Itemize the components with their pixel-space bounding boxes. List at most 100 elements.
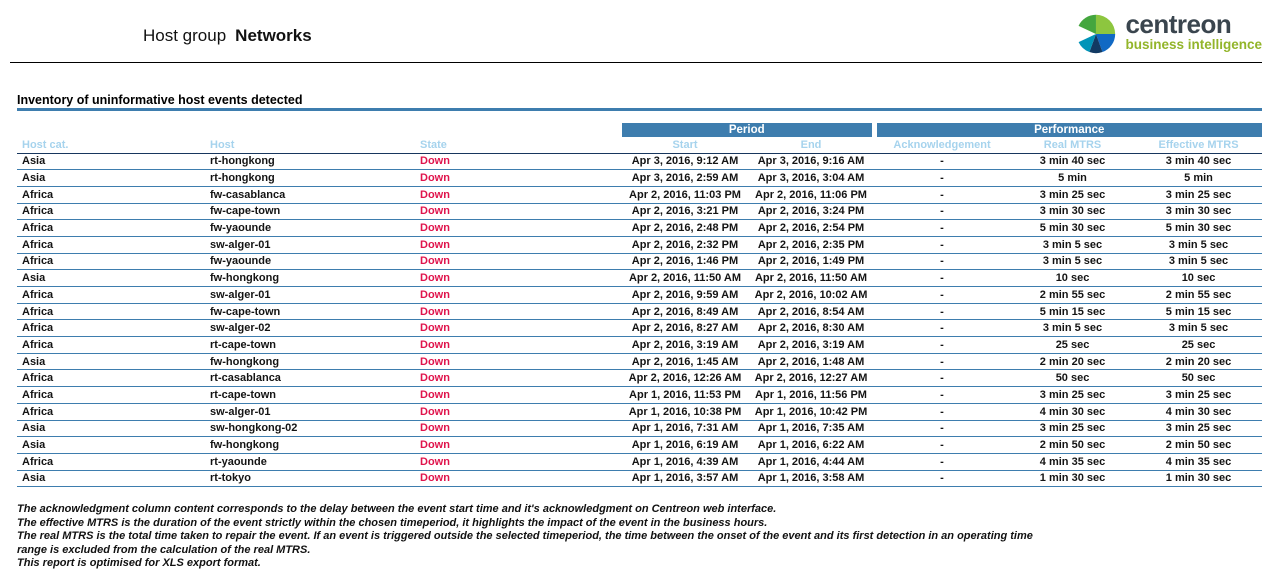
cell-acknowledgement: -	[874, 436, 1011, 454]
cell-acknowledgement: -	[874, 219, 1011, 237]
cell-end: Apr 2, 2016, 11:06 PM	[748, 186, 875, 204]
cell-acknowledgement: -	[874, 470, 1011, 488]
cell-start: Apr 2, 2016, 2:48 PM	[622, 219, 748, 237]
cell-real-mtrs: 1 min 30 sec	[1010, 470, 1136, 488]
cell-effective-mtrs: 3 min 25 sec	[1135, 386, 1263, 404]
cell-state: Down	[415, 169, 622, 187]
cell-effective-mtrs: 5 min 15 sec	[1135, 303, 1263, 321]
cell-host: fw-casablanca	[205, 186, 415, 204]
table-row: Africa fw-casablanca Down Apr 2, 2016, 11:0…	[17, 186, 1263, 204]
cell-end: Apr 2, 2016, 10:02 AM	[748, 286, 875, 304]
cell-real-mtrs: 2 min 20 sec	[1010, 353, 1136, 371]
cell-effective-mtrs: 2 min 20 sec	[1135, 353, 1263, 371]
table-row: Africa fw-cape-town Down Apr 2, 2016, 3:21 …	[17, 203, 1263, 221]
cell-acknowledgement: -	[874, 203, 1011, 221]
cell-acknowledgement: -	[874, 336, 1011, 354]
cell-start: Apr 1, 2016, 11:53 PM	[622, 386, 748, 404]
cell-acknowledgement: -	[874, 369, 1011, 388]
cell-start: Apr 1, 2016, 3:57 AM	[622, 470, 748, 488]
cell-host: rt-yaounde	[205, 453, 415, 471]
cell-state: Down	[415, 436, 622, 454]
cell-real-mtrs: 5 min	[1010, 169, 1136, 187]
cell-end: Apr 3, 2016, 3:04 AM	[748, 169, 875, 187]
table-row: Asia rt-hongkong Down Apr 3, 2016, 2:59 AM A…	[17, 169, 1263, 187]
logo-tagline: business intelligence	[1125, 37, 1262, 52]
footnote-line: The acknowledgment column content corres…	[17, 503, 777, 515]
cell-state: Down	[415, 153, 622, 171]
cell-acknowledgement: -	[874, 169, 1011, 187]
cell-effective-mtrs: 4 min 35 sec	[1135, 453, 1263, 471]
cell-start: Apr 2, 2016, 3:19 AM	[622, 336, 748, 354]
cell-host-cat: Africa	[17, 369, 205, 388]
column-header-acknowledgement: Acknowledgement	[874, 137, 1011, 154]
column-header-state: State	[415, 137, 622, 154]
cell-state: Down	[415, 403, 622, 421]
cell-acknowledgement: -	[874, 319, 1011, 338]
cell-host: fw-yaounde	[205, 253, 415, 271]
cell-real-mtrs: 3 min 5 sec	[1010, 319, 1136, 338]
cell-host-cat: Africa	[17, 386, 205, 404]
cell-host-cat: Asia	[17, 269, 205, 287]
cell-state: Down	[415, 203, 622, 221]
column-header-host: Host	[205, 137, 415, 154]
cell-end: Apr 2, 2016, 8:30 AM	[748, 319, 875, 338]
cell-start: Apr 1, 2016, 6:19 AM	[622, 436, 748, 454]
cell-end: Apr 1, 2016, 6:22 AM	[748, 436, 875, 454]
group-header-period: Period	[622, 123, 875, 137]
cell-real-mtrs: 3 min 5 sec	[1010, 253, 1136, 271]
cell-state: Down	[415, 336, 622, 354]
header-divider	[10, 62, 1262, 63]
cell-real-mtrs: 3 min 25 sec	[1010, 420, 1136, 438]
cell-host-cat: Asia	[17, 169, 205, 187]
cell-host: sw-alger-01	[205, 286, 415, 304]
table-row: Africa rt-cape-town Down Apr 1, 2016, 11:53…	[17, 386, 1263, 404]
table-row: Africa fw-yaounde Down Apr 2, 2016, 2:48 PM…	[17, 219, 1263, 237]
cell-host: sw-hongkong-02	[205, 420, 415, 438]
table-row: Africa fw-yaounde Down Apr 2, 2016, 1:46 PM…	[17, 253, 1263, 271]
table-row: Africa rt-yaounde Down Apr 1, 2016, 4:39 AM…	[17, 453, 1263, 471]
cell-real-mtrs: 5 min 15 sec	[1010, 303, 1136, 321]
cell-effective-mtrs: 5 min	[1135, 169, 1263, 187]
cell-acknowledgement: -	[874, 403, 1011, 421]
cell-end: Apr 1, 2016, 3:58 AM	[748, 470, 875, 488]
table-row: Africa rt-cape-town Down Apr 2, 2016, 3:19 …	[17, 336, 1263, 354]
cell-effective-mtrs: 10 sec	[1135, 269, 1263, 287]
cell-host-cat: Africa	[17, 219, 205, 237]
cell-host-cat: Africa	[17, 253, 205, 271]
table-row: Asia rt-tokyo Down Apr 1, 2016, 3:57 AM Apr …	[17, 470, 1263, 488]
cell-end: Apr 2, 2016, 1:48 AM	[748, 353, 875, 371]
cell-effective-mtrs: 3 min 25 sec	[1135, 186, 1263, 204]
cell-effective-mtrs: 3 min 5 sec	[1135, 236, 1263, 254]
cell-end: Apr 2, 2016, 2:35 PM	[748, 236, 875, 254]
cell-host-cat: Africa	[17, 403, 205, 421]
cell-host-cat: Africa	[17, 336, 205, 354]
cell-state: Down	[415, 369, 622, 388]
cell-host-cat: Asia	[17, 353, 205, 371]
logo-name: centreon	[1125, 9, 1232, 39]
cell-real-mtrs: 2 min 50 sec	[1010, 436, 1136, 454]
cell-real-mtrs: 3 min 30 sec	[1010, 203, 1136, 221]
cell-effective-mtrs: 2 min 50 sec	[1135, 436, 1263, 454]
cell-state: Down	[415, 286, 622, 304]
column-header-start: Start	[622, 137, 748, 154]
cell-real-mtrs: 5 min 30 sec	[1010, 219, 1136, 237]
cell-host-cat: Asia	[17, 436, 205, 454]
cell-state: Down	[415, 453, 622, 471]
cell-start: Apr 2, 2016, 8:27 AM	[622, 319, 748, 338]
cell-host: rt-hongkong	[205, 153, 415, 171]
report-header: Host group Networks centreon business int…	[0, 0, 1284, 62]
cell-host-cat: Africa	[17, 303, 205, 321]
cell-acknowledgement: -	[874, 236, 1011, 254]
cell-end: Apr 1, 2016, 4:44 AM	[748, 453, 875, 471]
cell-acknowledgement: -	[874, 186, 1011, 204]
cell-end: Apr 1, 2016, 11:56 PM	[748, 386, 875, 404]
group-header-performance: Performance	[871, 123, 1263, 137]
cell-host-cat: Africa	[17, 453, 205, 471]
column-header-real-mtrs: Real MTRS	[1010, 137, 1136, 154]
cell-end: Apr 1, 2016, 10:42 PM	[748, 403, 875, 421]
events-table-body: Asia rt-hongkong Down Apr 3, 2016, 9:12 AM A…	[17, 153, 1263, 488]
centreon-logo: centreon business intelligence	[1071, 10, 1262, 56]
cell-host: rt-casablanca	[205, 369, 415, 388]
cell-real-mtrs: 3 min 25 sec	[1010, 186, 1136, 204]
cell-state: Down	[415, 386, 622, 404]
